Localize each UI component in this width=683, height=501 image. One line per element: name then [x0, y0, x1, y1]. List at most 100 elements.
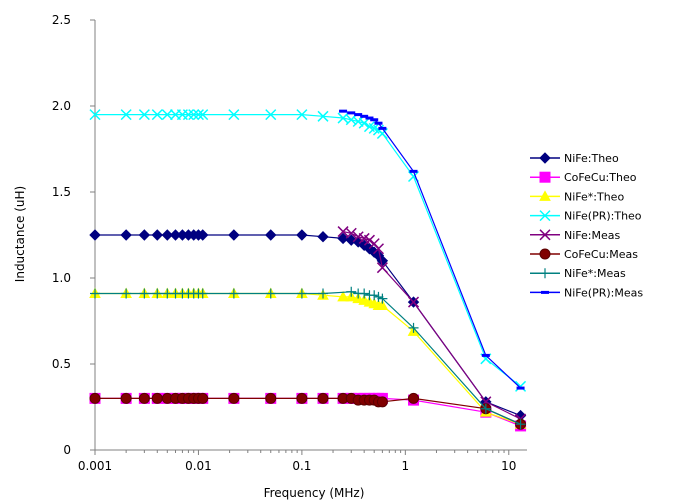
y-tick-label: 2.5 [52, 13, 71, 27]
data-point-nife-meas [139, 288, 150, 299]
data-point-nife-meas [318, 288, 329, 299]
legend-label: CoFeCu:Theo [564, 171, 637, 184]
legend-marker-nife-pr-meas [541, 290, 549, 294]
data-point-cofecu-meas [408, 392, 420, 404]
legend-marker-nife-meas [539, 229, 551, 241]
data-point-nife-meas [408, 322, 419, 333]
data-point-nife-meas [369, 290, 380, 301]
x-ticks: 0.001 0.01 0.1 1 10 [78, 450, 516, 473]
legend-marker-nife-theo [539, 152, 551, 164]
data-point-nife-theo [337, 290, 349, 302]
data-point-cofecu-meas [317, 392, 329, 404]
data-point-nife-pr-theo [120, 109, 132, 121]
legend-label: NiFe*:Meas [564, 267, 626, 280]
series-cofecu-meas [89, 392, 527, 430]
data-point-nife-theo [197, 229, 209, 241]
data-point-nife-meas [377, 293, 388, 304]
legend-item-nife-pr-meas: NiFe(PR):Meas [530, 286, 643, 299]
data-point-nife-pr-theo [296, 109, 308, 121]
legend: NiFe:Theo CoFeCu:Theo NiFe*:Theo NiFe(PR):T… [530, 152, 643, 299]
data-point-nife-meas [376, 262, 388, 274]
data-point-nife-meas [121, 288, 132, 299]
data-point-nife-pr-meas [347, 111, 356, 115]
data-point-cofecu-meas [296, 392, 308, 404]
data-point-cofecu-meas [265, 392, 277, 404]
series-nife-pr-meas [339, 109, 525, 390]
data-point-nife-theo [89, 229, 101, 241]
data-point-cofecu-meas [197, 392, 209, 404]
legend-marker-cofecu-meas [539, 248, 551, 260]
data-point-nife-meas [345, 227, 357, 239]
data-point-nife-theo [138, 229, 151, 241]
data-point-cofecu-meas [120, 392, 132, 404]
data-point-nife-meas [372, 243, 385, 255]
data-point-nife-theo [161, 229, 174, 241]
data-point-nife-meas [90, 288, 100, 299]
legend-label: NiFe:Theo [564, 152, 619, 165]
data-point-cofecu-meas [138, 392, 150, 404]
x-tick-label: 1 [402, 459, 410, 473]
y-tick-label: 1.5 [52, 185, 71, 199]
legend-item-nife-theo: NiFe:Theo [530, 152, 619, 165]
legend-label: NiFe(PR):Theo [564, 210, 642, 223]
y-tick-label: 0.5 [52, 357, 71, 371]
legend-marker-nife-pr-theo [539, 210, 551, 222]
data-point-nife-pr-meas [374, 121, 383, 125]
data-point-nife-theo [376, 299, 389, 311]
data-point-nife-pr-theo [188, 109, 200, 121]
legend-label: NiFe(PR):Meas [564, 286, 643, 299]
data-point-cofecu-meas [151, 392, 163, 404]
data-point-nife-pr-theo [376, 127, 388, 140]
data-point-nife-pr-theo [89, 109, 101, 121]
x-tick-label: 0.001 [78, 459, 112, 473]
data-point-nife-pr-meas [339, 109, 348, 113]
x-tick-label: 0.1 [292, 459, 311, 473]
data-point-nife-theo [120, 229, 132, 241]
y-axis-title: Inductance (uH) [13, 186, 27, 282]
data-point-nife-meas [407, 296, 420, 308]
legend-item-nife-theo: NiFe*:Theo [530, 190, 624, 203]
data-point-nife-theo [337, 232, 349, 245]
data-point-nife-pr-meas [365, 116, 374, 120]
data-point-nife-pr-meas [516, 386, 525, 390]
data-point-nife-pr-theo [515, 380, 527, 392]
legend-label: NiFe:Meas [564, 229, 620, 242]
data-point-nife-theo [317, 231, 329, 243]
data-point-nife-pr-meas [481, 353, 490, 357]
y-ticks: 0 0.5 1.0 1.5 2.0 2.5 [52, 13, 95, 457]
data-point-nife-pr-meas [378, 126, 387, 130]
data-point-nife-meas [363, 234, 375, 246]
data-point-nife-pr-meas [370, 118, 379, 122]
data-point-nife-pr-theo [345, 114, 357, 126]
data-point-nife-theo [228, 229, 240, 241]
y-tick-label: 1.0 [52, 271, 71, 285]
legend-label: NiFe*:Theo [564, 190, 624, 203]
data-point-nife-pr-theo [265, 109, 277, 121]
data-point-cofecu-meas [228, 392, 240, 404]
legend-item-nife-meas: NiFe:Meas [530, 229, 620, 242]
x-tick-label: 0.01 [185, 459, 212, 473]
data-point-nife-theo [265, 229, 277, 241]
x-axis-title: Frequency (MHz) [264, 486, 365, 500]
data-point-nife-pr-theo [151, 109, 163, 121]
data-point-nife-pr-meas [360, 114, 369, 118]
data-point-nife-meas [228, 288, 239, 299]
legend-marker-nife-meas [540, 268, 550, 279]
data-point-nife-pr-theo [197, 109, 209, 121]
legend-item-nife-meas: NiFe*:Meas [530, 267, 626, 280]
y-tick-label: 2.0 [52, 99, 71, 113]
data-point-nife-pr-theo [182, 109, 194, 121]
data-point-nife-pr-theo [161, 109, 173, 121]
data-point-nife-meas [359, 288, 370, 299]
data-point-nife-meas [346, 286, 357, 297]
data-point-nife-meas [265, 288, 276, 299]
legend-item-cofecu-meas: CoFeCu:Meas [530, 248, 638, 261]
data-point-nife-pr-theo [317, 110, 329, 122]
x-tick-label: 10 [501, 459, 516, 473]
data-point-nife-pr-theo [138, 109, 150, 121]
series-nife-meas [90, 286, 526, 430]
data-point-nife-pr-meas [409, 169, 418, 173]
data-point-nife-pr-meas [354, 113, 363, 117]
data-point-nife-meas [515, 419, 526, 430]
